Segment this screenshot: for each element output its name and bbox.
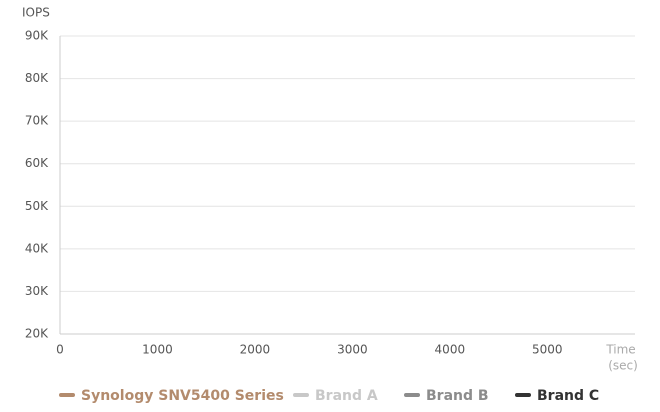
legend-label: Synology SNV5400 Series <box>81 388 284 404</box>
x-axis-label: (sec) <box>608 359 638 373</box>
y-tick-label: 90K <box>25 29 49 43</box>
x-axis-label: Time <box>605 343 635 357</box>
y-tick-label: 80K <box>25 71 49 85</box>
x-tick-label: 3000 <box>337 343 368 357</box>
x-tick-label: 5000 <box>532 343 563 357</box>
y-tick-label: 40K <box>25 241 49 255</box>
x-tick-label: 0 <box>56 343 64 357</box>
x-tick-label: 1000 <box>142 343 173 357</box>
legend-label: Brand C <box>537 388 599 404</box>
x-tick-label: 2000 <box>240 343 271 357</box>
y-tick-label: 30K <box>25 284 49 298</box>
legend-label: Brand B <box>426 388 489 404</box>
y-tick-label: 70K <box>25 114 49 128</box>
y-tick-label: 60K <box>25 156 49 170</box>
y-axis-label: IOPS <box>22 6 50 20</box>
y-tick-label: 50K <box>25 199 49 213</box>
legend-label: Brand A <box>315 388 378 404</box>
y-tick-label: 20K <box>25 327 49 341</box>
x-tick-label: 4000 <box>435 343 466 357</box>
